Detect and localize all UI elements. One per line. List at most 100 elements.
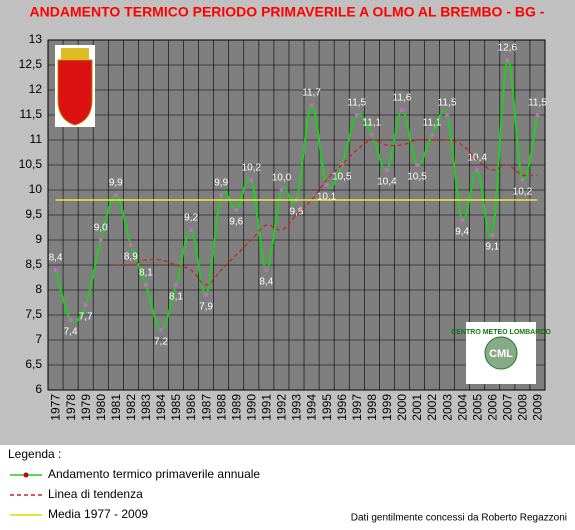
x-tick-label: 1981: [109, 394, 123, 421]
x-tick-label: 1987: [199, 394, 213, 421]
data-label: 11,1: [423, 118, 442, 129]
data-label: 10,4: [377, 177, 397, 188]
x-tick-label: 2002: [425, 394, 439, 421]
data-label: 11,7: [302, 88, 321, 99]
x-tick-label: 1994: [305, 394, 319, 421]
y-tick-label: 6: [35, 382, 42, 396]
data-label: 8,1: [139, 268, 153, 279]
y-tick-label: 7: [35, 332, 42, 346]
data-label: 9,0: [94, 223, 108, 234]
point: [445, 113, 450, 117]
logo-abbr: CML: [489, 348, 513, 360]
point: [204, 293, 209, 297]
data-label: 9,4: [455, 227, 469, 238]
legend-label: Media 1977 - 2009: [48, 507, 148, 521]
chart-title: ANDAMENTO TERMICO PERIODO PRIMAVERILE A …: [30, 4, 545, 20]
logo-text: CENTRO METEO LOMBARDO: [451, 329, 551, 336]
series-line: [54, 58, 539, 332]
data-label: 10,2: [242, 163, 262, 174]
x-tick-label: 1984: [154, 394, 168, 421]
data-label: 9,8: [290, 207, 304, 218]
logo-crown: [61, 48, 89, 60]
y-tick-label: 13: [29, 32, 43, 46]
point: [143, 283, 148, 287]
y-tick-label: 11,5: [20, 107, 43, 121]
point: [460, 218, 465, 222]
logo-right: CML CENTRO METEO LOMBARDO: [451, 322, 551, 384]
y-tick-label: 8: [35, 282, 42, 296]
point: [219, 193, 224, 197]
data-label: 11,5: [438, 98, 457, 109]
x-tick-label: 1998: [365, 394, 379, 421]
data-label: 8,4: [49, 253, 63, 264]
x-tick-label: 2005: [470, 394, 484, 421]
data-label: 11,5: [528, 98, 547, 109]
logo-left: [55, 45, 95, 127]
x-tick-label: 1977: [49, 394, 63, 421]
x-tick-label: 1979: [79, 394, 93, 421]
data-label: 7,4: [64, 327, 78, 338]
x-tick-label: 2000: [395, 394, 409, 421]
x-tick-label: 1982: [124, 394, 138, 421]
x-tick-label: 1980: [94, 394, 108, 421]
point: [309, 103, 314, 107]
data-label: 12,6: [498, 43, 518, 54]
point: [279, 188, 284, 192]
point: [189, 228, 194, 232]
point: [324, 183, 329, 187]
legend-label: Linea di tendenza: [48, 487, 143, 501]
data-label: 10,2: [513, 187, 533, 198]
x-tick-label: 1992: [275, 394, 289, 421]
data-label: 10,0: [272, 173, 292, 184]
data-label: 7,7: [79, 312, 93, 323]
y-tick-label: 9,5: [25, 207, 42, 221]
point: [158, 328, 163, 332]
data-label: 11,5: [347, 98, 366, 109]
point: [249, 178, 254, 182]
y-tick-label: 12: [29, 82, 43, 96]
point: [113, 193, 118, 197]
x-tick-label: 1990: [244, 394, 258, 421]
point: [505, 58, 510, 62]
x-tick-label: 1996: [335, 394, 349, 421]
data-label: 10,5: [407, 172, 427, 183]
point: [354, 113, 359, 117]
data-label: 10,1: [317, 192, 337, 203]
point: [128, 243, 133, 247]
data-label: 7,2: [154, 337, 168, 348]
point: [520, 178, 525, 182]
point: [490, 233, 495, 237]
point: [369, 133, 374, 137]
x-tick-label: 2003: [440, 394, 454, 421]
point: [98, 238, 103, 242]
logo-shield: [57, 59, 93, 126]
plot-border: [47, 39, 546, 391]
data-label: 11,6: [393, 93, 412, 104]
x-tick-label: 1983: [139, 394, 153, 421]
point: [430, 133, 435, 137]
x-tick-label: 1978: [64, 394, 78, 421]
y-tick-label: 12,5: [19, 57, 43, 71]
y-tick-label: 10: [29, 182, 43, 196]
data-label: 10,5: [332, 172, 352, 183]
legend-marker: [23, 472, 29, 478]
y-tick-label: 6,5: [25, 357, 42, 371]
point: [68, 318, 73, 322]
x-tick-label: 2007: [501, 394, 515, 421]
data-label: 9,1: [485, 242, 499, 253]
point: [234, 208, 239, 212]
point: [475, 168, 480, 172]
x-tick-label: 1995: [320, 394, 334, 421]
data-label: 8,9: [124, 252, 138, 263]
data-label: 9,6: [229, 217, 243, 228]
data-label: 10,4: [467, 153, 487, 164]
y-tick-label: 10,5: [19, 157, 43, 171]
legend-label: Andamento termico primaverile annuale: [48, 467, 260, 481]
logo-circle: [484, 336, 518, 370]
legend-title: Legenda :: [8, 447, 61, 461]
x-tick-label: 1997: [350, 394, 364, 421]
x-tick-label: 1986: [184, 394, 198, 421]
x-tick-label: 1991: [260, 394, 274, 421]
point: [53, 268, 58, 272]
